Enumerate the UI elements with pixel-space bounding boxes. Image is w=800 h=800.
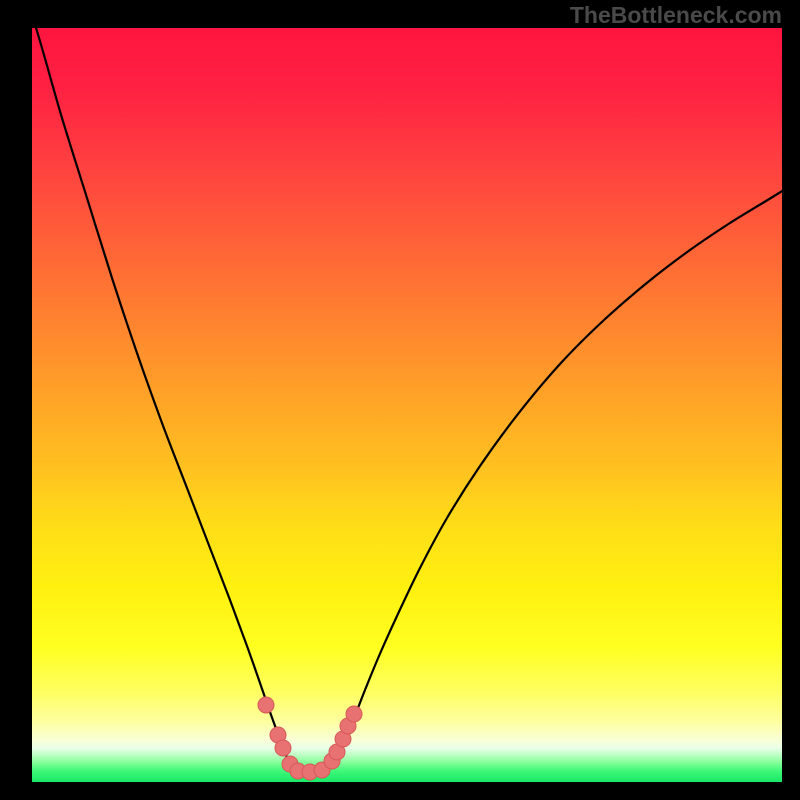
data-marker [258,697,274,713]
data-marker [275,740,291,756]
watermark-text: TheBottleneck.com [570,2,782,29]
plot-area [32,28,782,782]
data-markers [258,697,362,780]
data-marker [346,706,362,722]
bottleneck-curve [32,28,782,773]
chart-svg [32,28,782,782]
